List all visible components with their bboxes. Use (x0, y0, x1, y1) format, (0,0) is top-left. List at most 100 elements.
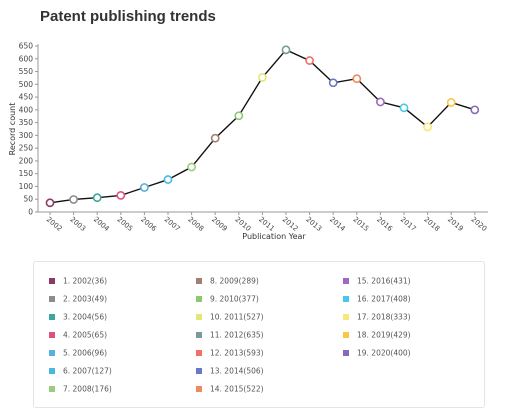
legend-label: 17. 2018(333) (357, 312, 411, 322)
legend-swatch (49, 368, 55, 374)
data-point[interactable] (187, 162, 196, 172)
y-tick-label: 500 (19, 80, 34, 89)
x-tick-label: 2005 (116, 215, 135, 233)
legend-item[interactable]: 8. 2009(289) (196, 276, 259, 286)
legend-swatch (343, 350, 349, 356)
y-axis-label: Record count (8, 103, 17, 156)
legend-item[interactable]: 18. 2019(429) (343, 330, 411, 340)
legend-item[interactable]: 7. 2008(176) (49, 384, 112, 394)
legend-item[interactable]: 15. 2016(431) (343, 276, 411, 286)
legend-swatch (49, 296, 55, 302)
legend-swatch (49, 332, 55, 338)
data-point[interactable] (69, 195, 78, 204)
legend-item[interactable]: 16. 2017(408) (343, 294, 411, 304)
legend-item[interactable]: 11. 2012(635) (196, 330, 264, 340)
x-tick-label: 2004 (92, 215, 111, 233)
data-point[interactable] (423, 122, 432, 132)
data-point[interactable] (234, 111, 244, 121)
legend-label: 1. 2002(36) (63, 276, 108, 286)
x-tick-label: 2007 (163, 215, 182, 233)
y-tick-label: 50 (23, 195, 33, 204)
legend-swatch (49, 314, 55, 320)
line-chart: 0 50 100 150 200 250 300 350 400 450 500 550 600 650 2… (8, 42, 489, 242)
legend-swatch (49, 350, 55, 356)
legend-label: 11. 2012(635) (210, 330, 264, 340)
legend-label: 2. 2003(49) (63, 294, 108, 304)
legend-swatch (196, 314, 202, 320)
legend-label: 7. 2008(176) (63, 384, 112, 394)
x-tick-label: 2011 (257, 215, 276, 233)
y-tick-label: 450 (19, 93, 34, 102)
y-tick-label: 200 (19, 156, 34, 165)
legend-label: 16. 2017(408) (357, 294, 411, 304)
legend-item[interactable]: 5. 2006(96) (49, 348, 107, 358)
legend-item[interactable]: 9. 2010(377) (196, 294, 259, 304)
data-point[interactable] (45, 198, 55, 208)
x-tick-label: 2008 (186, 215, 205, 233)
data-point[interactable] (446, 98, 456, 107)
legend-label: 19. 2020(400) (357, 348, 411, 358)
data-point[interactable] (470, 105, 480, 115)
legend-item[interactable]: 17. 2018(333) (343, 312, 411, 322)
y-tick-label: 650 (19, 42, 34, 51)
x-axis-label: Publication Year (242, 232, 306, 241)
data-point[interactable] (116, 190, 126, 200)
legend-item[interactable]: 4. 2005(65) (49, 330, 107, 340)
data-point[interactable] (139, 183, 149, 192)
legend-label: 5. 2006(96) (63, 348, 108, 358)
data-point[interactable] (92, 193, 102, 203)
x-tick-label: 2002 (45, 215, 64, 233)
chart-title: Patent publishing trends (40, 8, 216, 25)
legend-label: 3. 2004(56) (63, 312, 108, 322)
legend-item[interactable]: 13. 2014(506) (196, 366, 264, 376)
x-tick-label: 2020 (470, 215, 489, 233)
legend-label: 8. 2009(289) (210, 276, 259, 286)
legend-item[interactable]: 1. 2002(36) (49, 276, 107, 286)
x-tick-label: 2014 (328, 215, 347, 233)
legend-label: 14. 2015(522) (210, 384, 264, 394)
data-point[interactable] (328, 78, 338, 88)
x-tick-label: 2016 (375, 215, 394, 233)
legend-swatch (49, 386, 55, 392)
x-tick-label: 2018 (422, 215, 441, 233)
legend-swatch (343, 332, 349, 338)
y-tick-label: 0 (28, 208, 33, 217)
x-tick-label: 2019 (446, 215, 465, 233)
data-point[interactable] (352, 74, 362, 84)
data-point[interactable] (399, 103, 409, 113)
legend-swatch (343, 296, 349, 302)
legend-swatch (343, 314, 349, 320)
legend-item[interactable]: 14. 2015(522) (196, 384, 264, 394)
legend-item[interactable]: 2. 2003(49) (49, 294, 107, 304)
legend-swatch (196, 386, 202, 392)
legend-label: 4. 2005(65) (63, 330, 108, 340)
x-tick-label: 2017 (399, 215, 418, 233)
legend-label: 15. 2016(431) (357, 276, 411, 286)
legend-swatch (49, 278, 55, 284)
legend-swatch (196, 296, 202, 302)
data-point[interactable] (281, 45, 291, 55)
legend-label: 12. 2013(593) (210, 348, 264, 358)
data-point[interactable] (305, 56, 314, 65)
x-tick-label: 2003 (68, 215, 87, 233)
y-tick-label: 150 (19, 169, 34, 178)
legend-item[interactable]: 6. 2007(127) (49, 366, 112, 376)
legend-item[interactable]: 3. 2004(56) (49, 312, 107, 322)
y-tick-label: 100 (19, 182, 34, 191)
legend-swatch (343, 278, 349, 284)
legend-item[interactable]: 10. 2011(527) (196, 312, 264, 322)
data-point[interactable] (375, 97, 385, 107)
x-tick-label: 2012 (281, 215, 300, 233)
x-tick-label: 2015 (352, 215, 371, 233)
legend-swatch (196, 350, 202, 356)
data-point[interactable] (163, 175, 173, 184)
x-tick-label: 2006 (139, 215, 158, 233)
data-point[interactable] (257, 73, 267, 82)
legend-label: 13. 2014(506) (210, 366, 264, 376)
y-tick-label: 600 (19, 54, 34, 63)
legend-label: 9. 2010(377) (210, 294, 259, 304)
legend-item[interactable]: 19. 2020(400) (343, 348, 411, 358)
data-point[interactable] (210, 133, 220, 143)
chart-legend: 1. 2002(36) 2. 2003(49) 3. 2004(56) 4. 2005… (33, 261, 485, 408)
legend-item[interactable]: 12. 2013(593) (196, 348, 264, 358)
